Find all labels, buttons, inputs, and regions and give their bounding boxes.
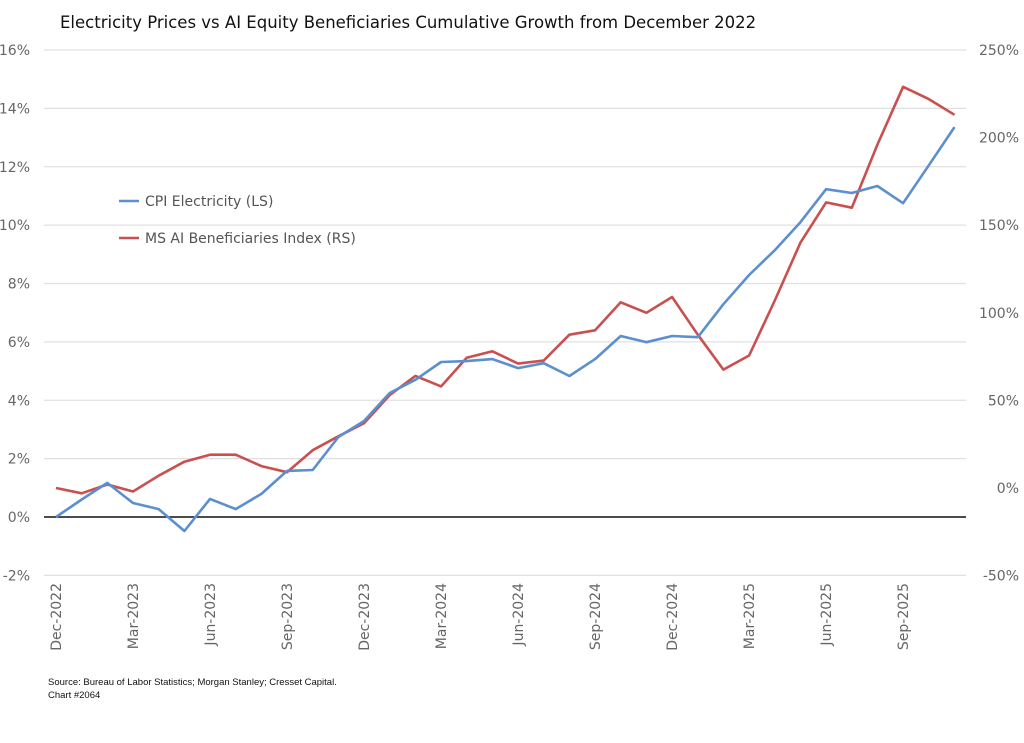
- x-tick-label: Dec-2024: [665, 583, 681, 651]
- legend-label: MS AI Beneficiaries Index (RS): [145, 231, 356, 247]
- y-right-tick-label: 50%: [988, 393, 1019, 409]
- y-right-tick-label: 0%: [997, 481, 1019, 497]
- x-tick-label: Jun-2023: [203, 583, 219, 647]
- y-right-tick-label: 250%: [979, 43, 1019, 59]
- y-left-tick-label: 10%: [0, 218, 30, 234]
- y-left-tick-label: 0%: [8, 510, 30, 526]
- y-left-tick-label: 14%: [0, 101, 30, 117]
- x-tick-label: Sep-2023: [280, 583, 296, 650]
- x-tick-label: Jun-2024: [511, 583, 527, 647]
- x-tick-label: Sep-2024: [588, 583, 604, 650]
- y-right-tick-label: -50%: [983, 569, 1019, 585]
- y-right-tick-label: 200%: [979, 131, 1019, 147]
- y-right-tick-label: 150%: [979, 218, 1019, 234]
- x-tick-label: Sep-2025: [896, 583, 912, 650]
- y-left-tick-label: 16%: [0, 43, 30, 59]
- y-left-tick-label: -2%: [3, 568, 30, 584]
- y-left-tick-label: 6%: [8, 335, 30, 351]
- series-line-ms-ai-index: [55, 85, 956, 495]
- x-tick-label: Mar-2024: [434, 583, 450, 649]
- x-tick-label: Dec-2022: [49, 583, 65, 651]
- y-left-tick-label: 8%: [8, 277, 30, 293]
- chart-number: Chart #2064: [48, 690, 101, 701]
- legend-label: CPI Electricity (LS): [145, 194, 273, 210]
- y-left-tick-label: 2%: [8, 452, 30, 468]
- y-left-tick-label: 4%: [8, 393, 30, 409]
- x-tick-label: Dec-2023: [357, 583, 373, 651]
- x-tick-label: Jun-2025: [819, 583, 835, 647]
- series-line-cpi-electricity: [55, 126, 956, 533]
- source-note: Source: Bureau of Labor Statistics; Morg…: [48, 677, 337, 688]
- y-left-tick-label: 12%: [0, 160, 30, 176]
- x-tick-label: Mar-2023: [126, 583, 142, 649]
- y-right-tick-label: 100%: [979, 306, 1019, 322]
- x-tick-label: Mar-2025: [742, 583, 758, 649]
- chart-title: Electricity Prices vs AI Equity Benefici…: [60, 13, 757, 32]
